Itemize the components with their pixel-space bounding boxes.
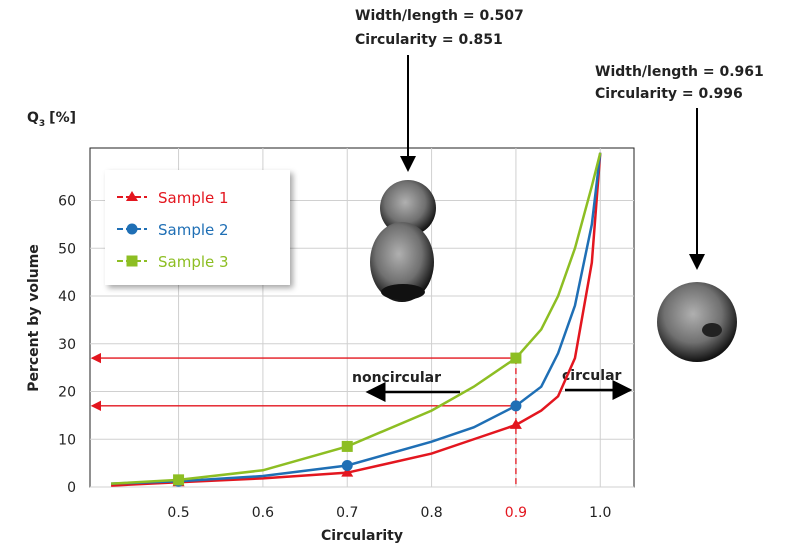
marker: [341, 440, 353, 452]
marker: [510, 352, 522, 364]
legend: Sample 1 Sample 2 Sample 3: [105, 170, 290, 285]
legend-label: Sample 1: [158, 189, 229, 207]
y-tick-label: 20: [58, 385, 76, 401]
marker: [126, 191, 138, 201]
particle-image: [370, 180, 436, 302]
annotation: noncircular: [352, 370, 441, 386]
marker: [173, 474, 185, 486]
x-tick-label: 1.0: [589, 505, 611, 521]
annotation: Width/length = 0.507: [355, 8, 524, 24]
x-tick-label: 0.8: [420, 505, 442, 521]
x-tick-label: 0.5: [167, 505, 189, 521]
marker: [126, 223, 138, 235]
annotation: Width/length = 0.961: [595, 64, 764, 80]
y-tick-label: 30: [58, 337, 76, 353]
y-tick-label: 10: [58, 432, 76, 448]
legend-label: Sample 3: [158, 253, 229, 271]
x-axis-label: Circularity: [321, 528, 403, 544]
x-tick-label: 0.7: [336, 505, 358, 521]
y-tick-label: 60: [58, 194, 76, 210]
annotation: circular: [562, 368, 622, 384]
y-unit-label: Q3 [%]: [27, 110, 76, 129]
marker: [341, 460, 353, 472]
annotation: Circularity = 0.851: [355, 32, 503, 48]
marker: [341, 466, 354, 477]
x-tick-label: 0.6: [252, 505, 274, 521]
annotation: Circularity = 0.996: [595, 86, 743, 102]
particle-image: [657, 282, 737, 362]
series-line: [111, 152, 602, 487]
y-axis-label: Percent by volume: [26, 244, 42, 392]
marker: [126, 255, 138, 267]
y-tick-label: 40: [58, 289, 76, 305]
series-line: [111, 152, 602, 485]
marker: [510, 400, 522, 412]
y-tick-label: 50: [58, 241, 76, 257]
marker: [509, 418, 522, 429]
y-tick-label: 0: [67, 480, 76, 496]
x-tick-label: 0.9: [505, 505, 527, 521]
legend-label: Sample 2: [158, 221, 229, 239]
series-line: [111, 152, 602, 485]
